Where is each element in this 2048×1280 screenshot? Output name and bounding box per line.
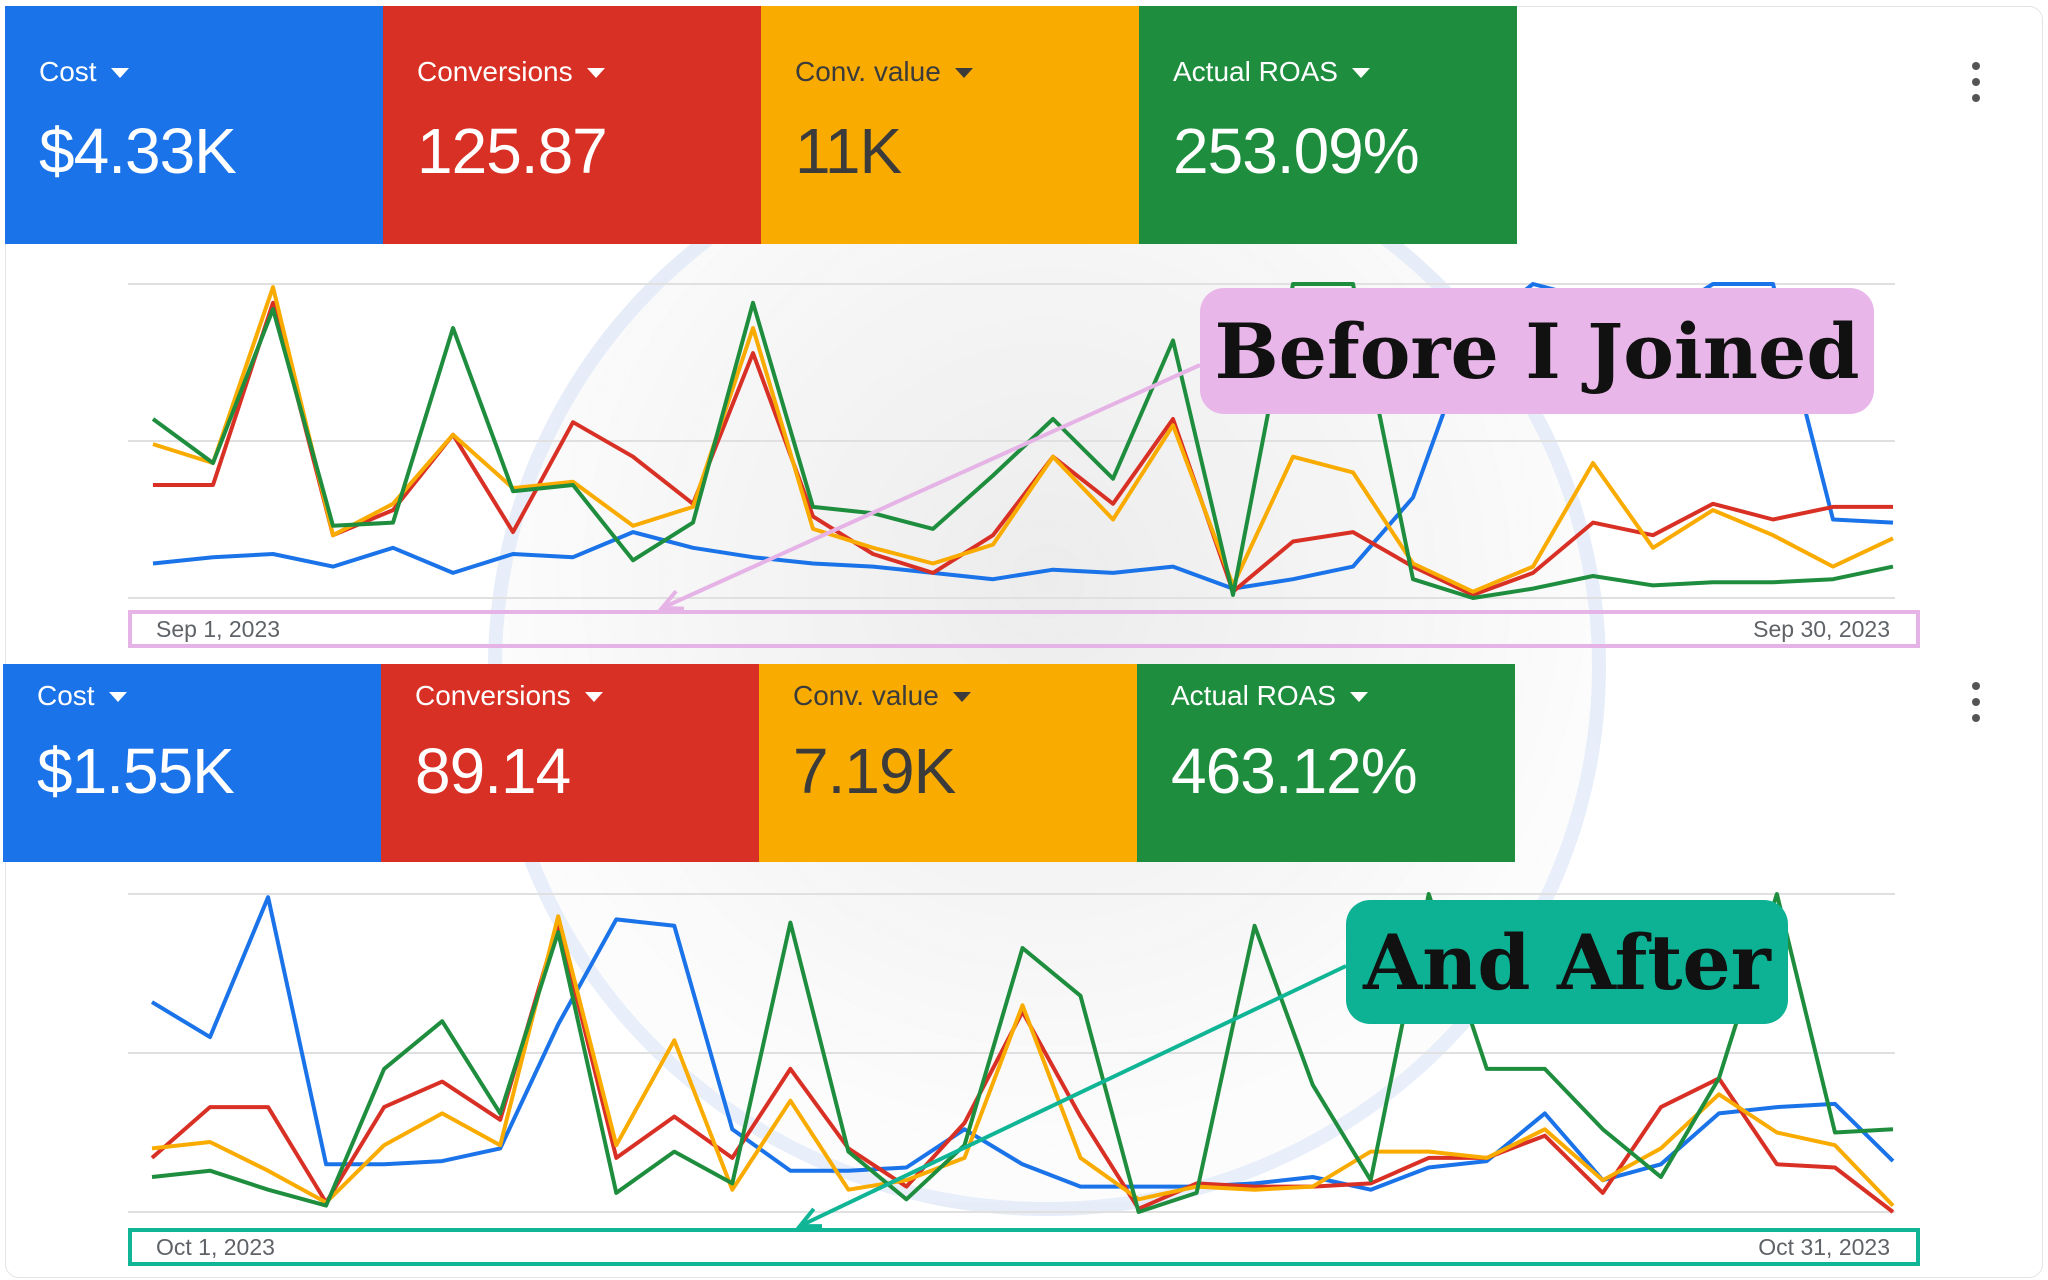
scorecard-conversions[interactable]: Conversions 125.87 — [383, 6, 761, 244]
scorecard-label: Conv. value — [795, 56, 941, 87]
scorecard-row: Cost $1.55K Conversions 89.14 Conv. valu… — [3, 664, 1515, 862]
series-line-conv-value — [151, 914, 1895, 1207]
scorecard-label: Conv. value — [793, 680, 939, 711]
scorecard-value: 125.87 — [417, 115, 608, 187]
annotation-arrow — [661, 363, 1201, 610]
scorecard-value: 463.12% — [1171, 735, 1418, 807]
scorecard-label: Actual ROAS — [1171, 680, 1336, 711]
scorecard-row: Cost $4.33K Conversions 125.87 Conv. val… — [5, 6, 1517, 244]
scorecard-actual-roas[interactable]: Actual ROAS 463.12% — [1137, 664, 1515, 862]
x-axis-range-before: Sep 1, 2023 Sep 30, 2023 — [128, 610, 1920, 648]
scorecard-label: Conversions — [417, 56, 573, 87]
scorecard-value: 253.09% — [1173, 115, 1420, 187]
caret-down-icon[interactable] — [110, 68, 129, 78]
caret-down-icon[interactable] — [954, 68, 973, 78]
series-line-conversions — [150, 920, 1895, 1214]
caret-down-icon[interactable] — [108, 692, 127, 702]
scorecard-label: Cost — [39, 56, 97, 87]
scorecard-value: 7.19K — [793, 735, 956, 807]
after-badge: And After — [1346, 900, 1788, 1024]
before-badge: Before I Joined — [1200, 288, 1874, 414]
x-axis-start-label: Oct 1, 2023 — [156, 1233, 275, 1260]
x-axis-end-label: Oct 31, 2023 — [1758, 1233, 1890, 1260]
arrowhead-icon — [657, 589, 685, 611]
caret-down-icon[interactable] — [952, 692, 971, 702]
arrowhead-icon — [795, 1207, 823, 1229]
caret-down-icon[interactable] — [584, 692, 603, 702]
scorecard-label: Conversions — [415, 680, 571, 711]
x-axis-start-label: Sep 1, 2023 — [156, 615, 281, 642]
caret-down-icon[interactable] — [1349, 692, 1368, 702]
panel-before: Cost $4.33K Conversions 125.87 Conv. val… — [5, 6, 1982, 648]
x-axis-end-label: Sep 30, 2023 — [1753, 615, 1890, 642]
series-line-conv-value — [152, 285, 1894, 594]
series-line-actual-roas — [151, 282, 1894, 600]
scorecard-value: $4.33K — [39, 115, 237, 187]
scorecard-conversions[interactable]: Conversions 89.14 — [381, 664, 759, 862]
scorecard-value: 89.14 — [415, 735, 571, 807]
more-vert-icon[interactable] — [1970, 62, 1982, 102]
scorecard-conv-value[interactable]: Conv. value 11K — [761, 6, 1139, 244]
line-chart-after — [128, 892, 1895, 1229]
scorecard-actual-roas[interactable]: Actual ROAS 253.09% — [1139, 6, 1517, 244]
scorecard-cost[interactable]: Cost $1.55K — [3, 664, 381, 862]
annotation-arrow — [799, 964, 1347, 1228]
more-vert-icon[interactable] — [1970, 682, 1982, 722]
scorecard-label: Cost — [37, 680, 95, 711]
scorecard-cost[interactable]: Cost $4.33K — [5, 6, 383, 244]
scorecard-value: 11K — [795, 115, 902, 187]
scorecard-conv-value[interactable]: Conv. value 7.19K — [759, 664, 1137, 862]
panel-after: Cost $1.55K Conversions 89.14 Conv. valu… — [0, 660, 2048, 1280]
series-line-actual-roas — [151, 892, 1894, 1214]
caret-down-icon[interactable] — [586, 68, 605, 78]
x-axis-range-after: Oct 1, 2023 Oct 31, 2023 — [128, 1228, 1920, 1266]
scorecard-value: $1.55K — [37, 735, 235, 807]
scorecard-label: Actual ROAS — [1173, 56, 1338, 87]
caret-down-icon[interactable] — [1351, 68, 1370, 78]
